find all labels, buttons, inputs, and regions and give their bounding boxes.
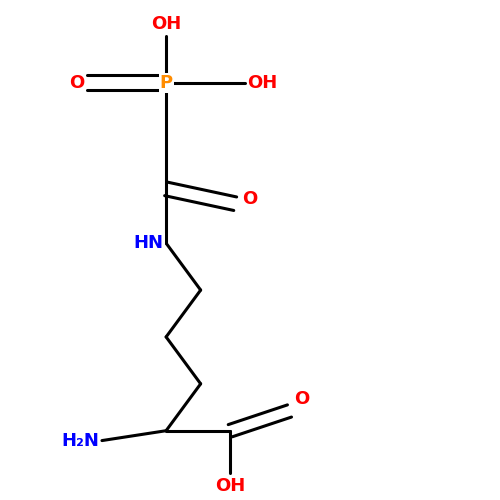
Text: O: O (242, 190, 258, 208)
Text: HN: HN (134, 234, 164, 252)
Text: H₂N: H₂N (62, 432, 100, 450)
Text: O: O (294, 390, 310, 408)
Text: P: P (160, 74, 172, 92)
Text: O: O (70, 74, 84, 92)
Text: OH: OH (151, 16, 181, 34)
Text: OH: OH (215, 476, 246, 494)
Text: OH: OH (248, 74, 278, 92)
